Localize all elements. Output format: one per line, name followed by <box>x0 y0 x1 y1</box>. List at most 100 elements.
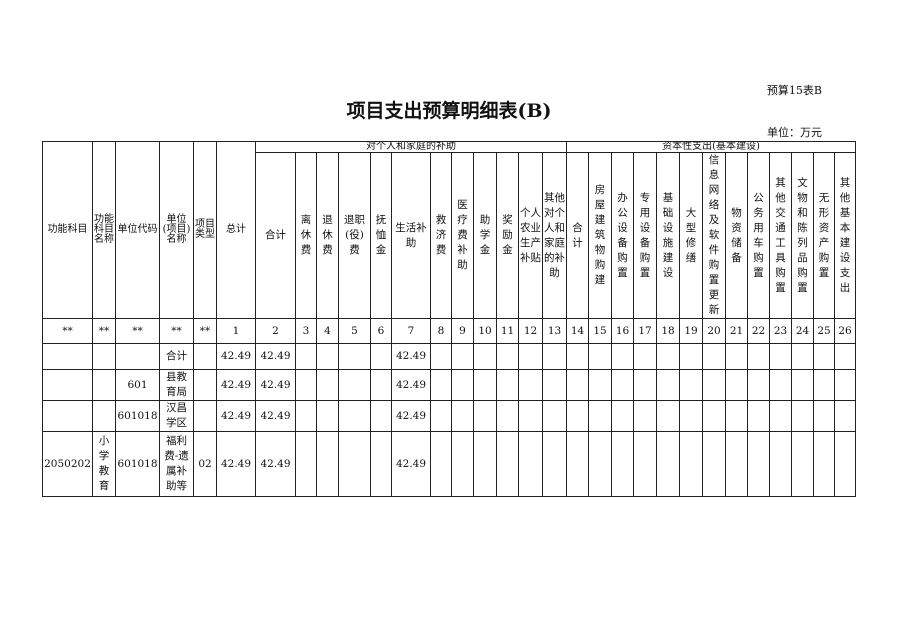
cell-empty <box>338 369 371 401</box>
cell-empty <box>747 400 770 432</box>
header-cell: 抚恤金 <box>370 152 392 319</box>
cell-empty <box>473 369 497 401</box>
cell-empty <box>496 369 519 401</box>
cell-total: 42.49 <box>216 343 256 370</box>
cell-empty <box>769 369 792 401</box>
cell-empty <box>370 343 392 370</box>
header-cell: 其他基本建设支出 <box>833 152 857 319</box>
cell-empty <box>316 369 339 401</box>
cell-empty <box>611 343 634 370</box>
header-cell: 项目类型 <box>193 141 217 319</box>
cell-empty <box>633 369 657 401</box>
cell-empty <box>633 431 657 497</box>
cell-total: 42.49 <box>216 369 256 401</box>
cell-empty <box>566 400 589 432</box>
header-cell: 总计 <box>216 141 256 319</box>
cell-sum: 42.49 <box>255 400 296 432</box>
cell-empty <box>747 369 770 401</box>
cell-empty <box>702 431 726 497</box>
cell-empty <box>588 431 612 497</box>
cell-empty <box>833 400 857 432</box>
header-cell: 医疗费补助 <box>451 152 474 319</box>
cell-unit-name: 福利费-遗属补助等 <box>159 431 194 497</box>
cell-empty <box>725 369 748 401</box>
cell-empty <box>518 369 543 401</box>
header-cell: 奖励金 <box>496 152 519 319</box>
cell-empty <box>725 343 748 370</box>
group-header-personal: 对个人和家庭的补助 <box>255 141 567 153</box>
column-number: 17 <box>633 318 657 344</box>
column-number: 9 <box>451 318 474 344</box>
header-cell: 文物和陈列品购置 <box>791 152 814 319</box>
cell-empty <box>633 343 657 370</box>
cell-empty <box>542 369 567 401</box>
table-row: 合计 42.49 42.49 42.49 <box>42 343 857 370</box>
column-number: ** <box>115 318 160 344</box>
column-number: 26 <box>833 318 857 344</box>
column-number: 12 <box>518 318 543 344</box>
header-cell: 救济费 <box>430 152 452 319</box>
cell-type <box>193 369 217 401</box>
cell-empty <box>588 400 612 432</box>
cell-type: 02 <box>193 431 217 497</box>
header-cell: 退职(役)费 <box>338 152 371 319</box>
cell-empty <box>316 343 339 370</box>
cell-empty <box>518 343 543 370</box>
column-number: 6 <box>370 318 392 344</box>
cell-unit-code <box>115 343 160 370</box>
cell-empty <box>833 431 857 497</box>
cell-living: 42.49 <box>391 431 431 497</box>
header-cell: 其他交通工具购置 <box>769 152 792 319</box>
cell-total: 42.49 <box>216 400 256 432</box>
cell-empty <box>833 369 857 401</box>
cell-empty <box>430 343 452 370</box>
cell-empty <box>656 343 680 370</box>
cell-empty <box>566 431 589 497</box>
cell-sum: 42.49 <box>255 369 296 401</box>
cell-empty <box>588 369 612 401</box>
cell-empty <box>518 431 543 497</box>
header-cell: 功能科目名称 <box>92 141 116 319</box>
cell-empty <box>295 369 317 401</box>
cell-empty <box>566 369 589 401</box>
cell-empty <box>611 400 634 432</box>
cell-empty <box>588 343 612 370</box>
cell-empty <box>769 343 792 370</box>
cell-empty <box>679 343 703 370</box>
cell-empty <box>338 400 371 432</box>
header-cell: 离休费 <box>295 152 317 319</box>
column-number: 13 <box>542 318 567 344</box>
cell-living: 42.49 <box>391 369 431 401</box>
column-number: ** <box>42 318 93 344</box>
column-number: 5 <box>338 318 371 344</box>
cell-empty <box>473 400 497 432</box>
cell-empty <box>769 431 792 497</box>
cell-empty <box>370 431 392 497</box>
column-number: 2 <box>255 318 296 344</box>
cell-empty <box>747 431 770 497</box>
column-number: 8 <box>430 318 452 344</box>
header-cell: 单位(项目)名称 <box>159 141 194 319</box>
cell-empty <box>451 343 474 370</box>
header-cell: 房屋建筑物购建 <box>588 152 612 319</box>
cell-empty <box>679 431 703 497</box>
column-number: 21 <box>725 318 748 344</box>
cell-name <box>92 343 116 370</box>
cell-empty <box>725 400 748 432</box>
table-row: 2050202 小学教育 601018 福利费-遗属补助等 02 42.49 42.49 42… <box>42 431 857 497</box>
header-cell: 个人农业生产补贴 <box>518 152 543 319</box>
column-number: 3 <box>295 318 317 344</box>
cell-code <box>42 400 93 432</box>
unit-label: 单位：万元 <box>767 126 822 139</box>
cell-name <box>92 400 116 432</box>
cell-empty <box>316 431 339 497</box>
cell-empty <box>725 431 748 497</box>
cell-empty <box>769 400 792 432</box>
cell-empty <box>566 343 589 370</box>
cell-empty <box>338 431 371 497</box>
cell-empty <box>542 343 567 370</box>
cell-living: 42.49 <box>391 400 431 432</box>
cell-empty <box>813 400 835 432</box>
cell-empty <box>295 343 317 370</box>
table-row: 601018 汉昌学区 42.49 42.49 42.49 <box>42 400 857 432</box>
